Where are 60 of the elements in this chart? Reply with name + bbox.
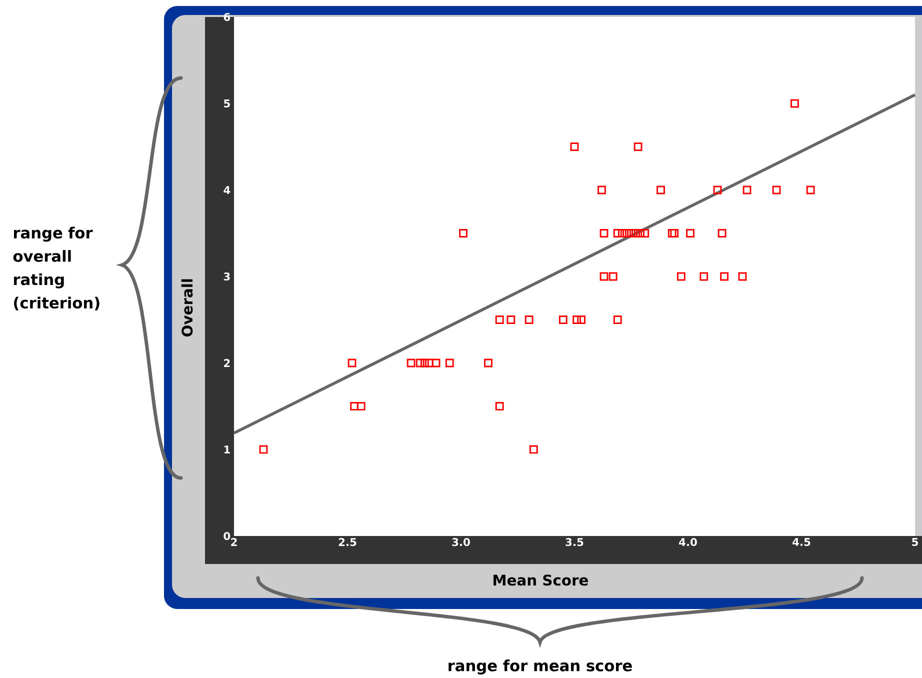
x-axis-title: Mean Score: [494, 574, 588, 586]
point: [524, 316, 534, 324]
point: [713, 186, 722, 194]
x-tick-label: 3.0: [452, 538, 470, 546]
y-axis-title: Overall: [181, 279, 193, 336]
point: [718, 229, 726, 238]
point: [495, 402, 504, 410]
point: [558, 316, 568, 324]
y-tick-label: 1: [224, 446, 230, 454]
point: [700, 272, 708, 281]
text: range for mean score: [448, 660, 632, 674]
point: [668, 229, 676, 238]
x-tick-label: 3.5: [566, 538, 584, 546]
point: [656, 186, 665, 194]
point: [686, 229, 694, 238]
x-tick-label: 4.0: [679, 538, 697, 546]
point: [806, 186, 815, 194]
y-tick-label: 2: [224, 359, 230, 367]
point: [570, 142, 579, 151]
text: range for overall rating (criterion): [13, 226, 100, 310]
point: [406, 358, 416, 368]
point: [613, 316, 622, 324]
point: [350, 402, 359, 410]
point: [613, 229, 622, 238]
point: [445, 358, 454, 368]
point: [640, 229, 650, 238]
y-tick-label: 0: [224, 532, 230, 540]
x-tick-label: 5: [912, 538, 918, 546]
point: [529, 445, 538, 454]
point: [670, 229, 679, 238]
point: [506, 316, 516, 324]
point: [608, 272, 618, 281]
point: [432, 358, 440, 368]
y-tick-label: 4: [224, 186, 230, 194]
x-tick-label: 2.5: [338, 538, 356, 546]
point: [425, 358, 434, 368]
point: [420, 358, 429, 368]
point: [600, 272, 608, 281]
point: [720, 272, 729, 281]
point: [634, 142, 642, 151]
point: [459, 229, 468, 238]
point: [676, 272, 686, 281]
point: [738, 272, 747, 281]
point: [484, 358, 492, 368]
point: [772, 186, 781, 194]
point: [495, 316, 504, 324]
x-tick-label: 2: [231, 538, 237, 546]
point: [348, 358, 356, 368]
point: [598, 186, 606, 194]
y-tick-label: 3: [224, 272, 230, 281]
point: [416, 358, 424, 368]
point: [259, 445, 268, 454]
y-tick-label: 5: [224, 100, 230, 108]
point: [600, 229, 608, 238]
point: [577, 316, 586, 324]
point: [742, 186, 752, 194]
point: [356, 402, 366, 410]
point: [572, 316, 581, 324]
point: [790, 99, 799, 108]
x-tick-label: 4.5: [792, 538, 810, 546]
